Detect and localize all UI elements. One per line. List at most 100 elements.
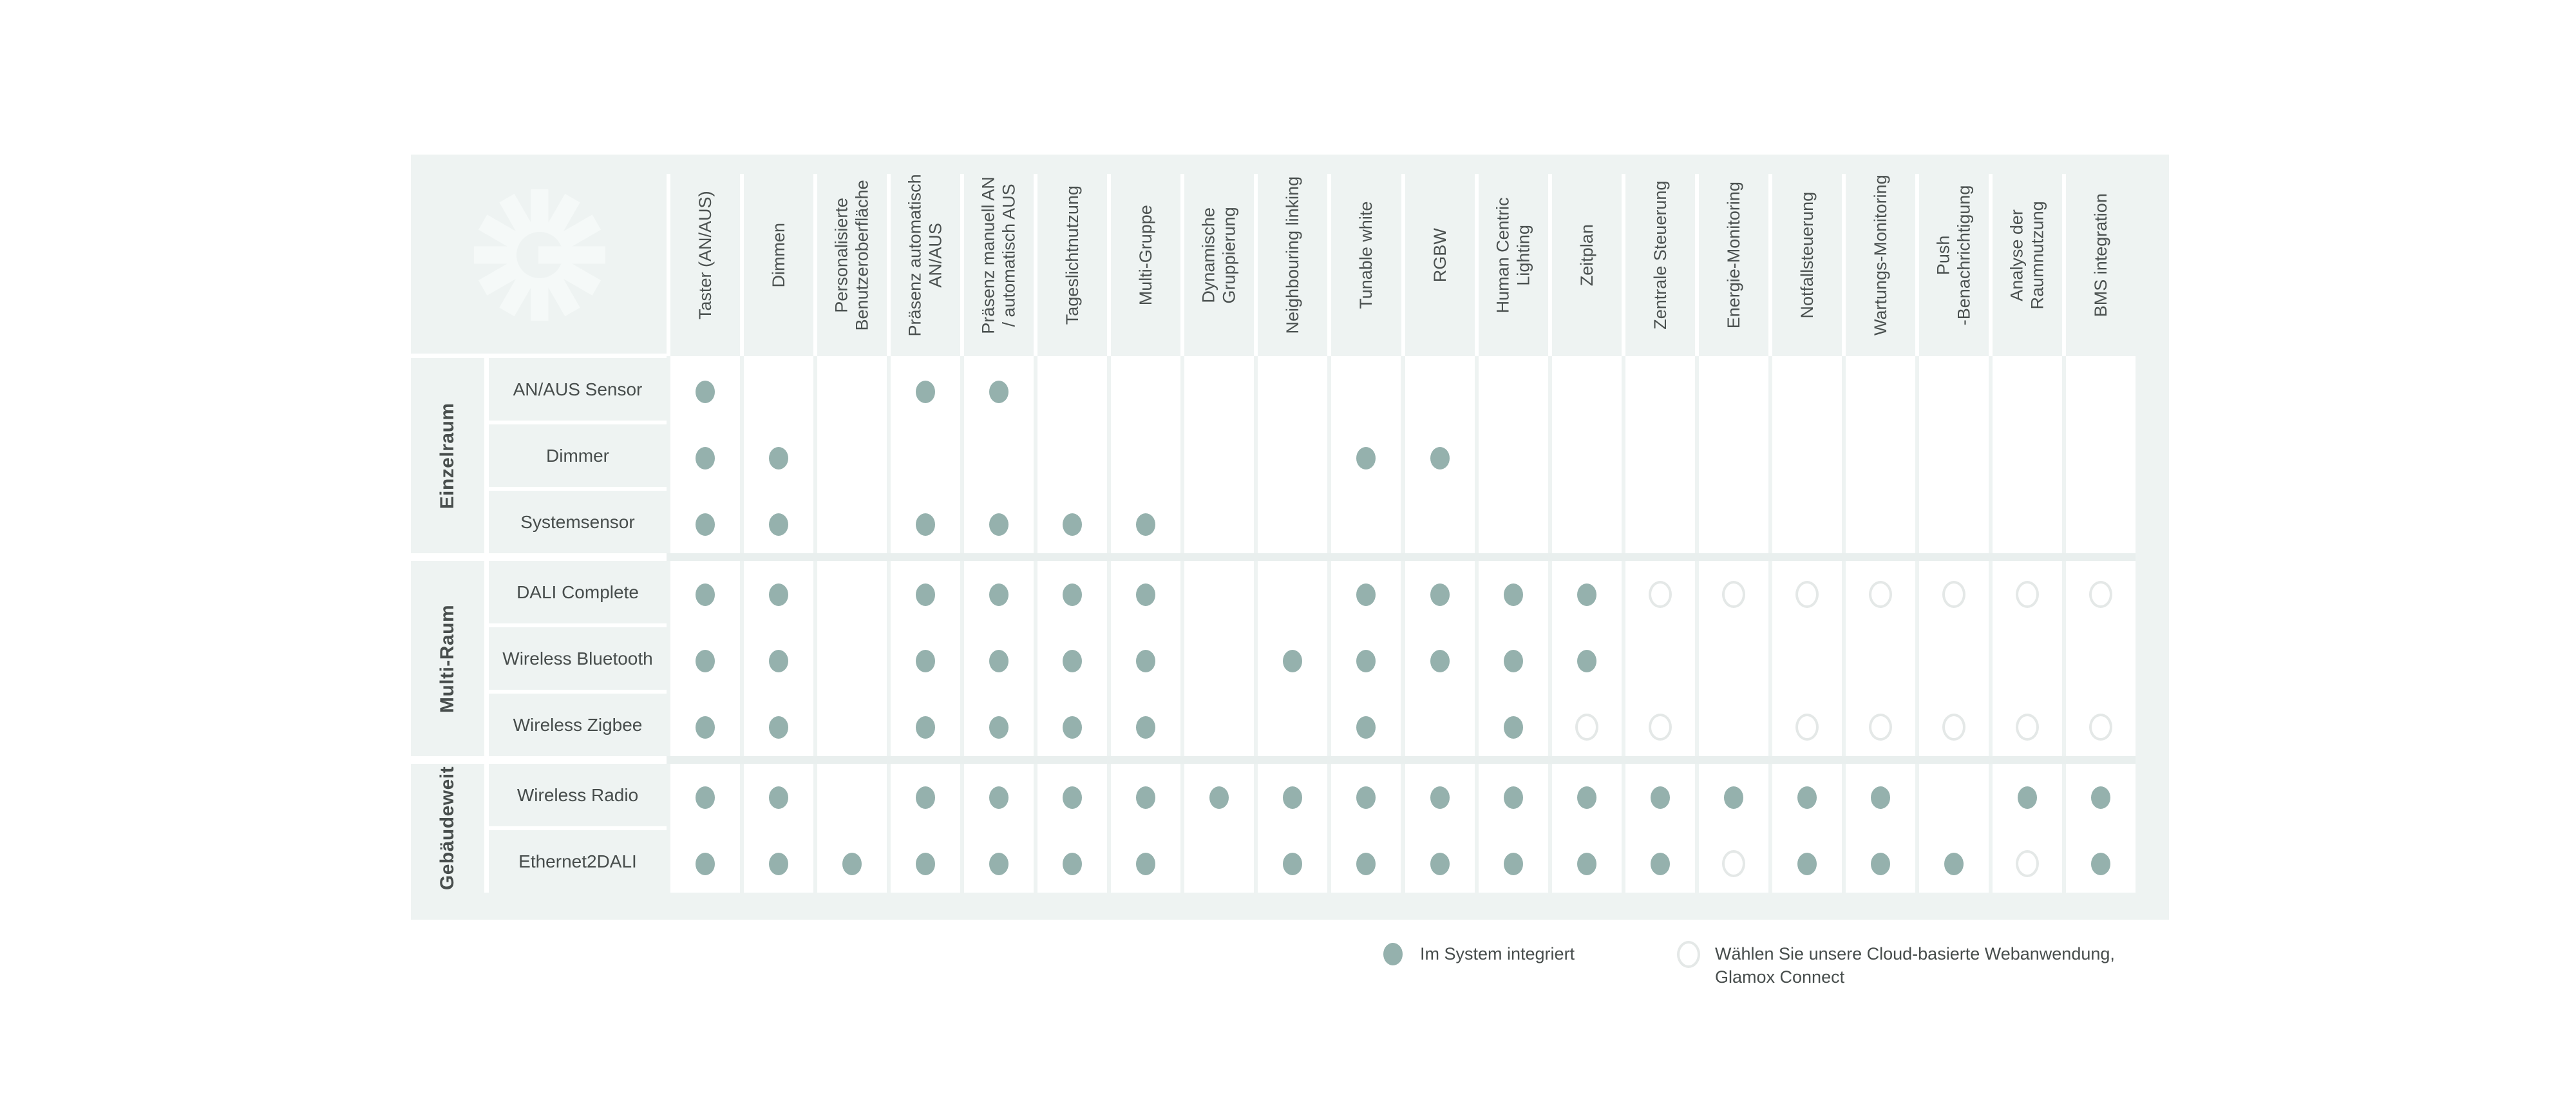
feature-dot-filled	[1430, 583, 1450, 606]
row-gap	[489, 826, 667, 830]
column-header-label: Tunable white	[1356, 201, 1376, 310]
feature-dot-outline	[1942, 714, 1965, 741]
feature-dot-filled	[1283, 649, 1303, 672]
column-divider	[1915, 174, 1919, 356]
feature-dot-filled	[1063, 649, 1083, 672]
feature-dot-filled	[989, 380, 1009, 403]
column-divider	[740, 174, 744, 356]
feature-dot-filled	[1356, 446, 1376, 469]
matrix-column-strip	[1625, 356, 1695, 893]
feature-dot-filled	[1063, 513, 1083, 536]
column-divider	[1254, 174, 1258, 356]
feature-dot-filled	[696, 513, 715, 536]
column-header-label: Zeitplan	[1577, 224, 1596, 287]
feature-dot-filled	[1577, 852, 1596, 875]
feature-dot-filled	[1063, 583, 1083, 606]
column-header-label: Human Centric Lighting	[1493, 197, 1533, 314]
column-header-label: Präsenz automatisch AN/AUS	[905, 174, 946, 337]
feature-dot-filled	[1063, 716, 1083, 739]
feature-dot-filled	[916, 852, 936, 875]
column-divider	[1327, 174, 1332, 356]
matrix-column-strip	[2065, 356, 2136, 893]
feature-dot-outline	[1721, 850, 1745, 877]
feature-dot-filled	[989, 852, 1009, 875]
group-label: Einzelraum	[437, 402, 458, 509]
column-header-label: Analyse der Raumnutzung	[2007, 201, 2047, 310]
matrix-column-strip	[744, 356, 814, 893]
feature-dot-filled	[696, 583, 715, 606]
feature-dot-filled	[842, 852, 862, 875]
feature-dot-filled	[696, 380, 715, 403]
feature-dot-filled	[1723, 786, 1743, 809]
feature-dot-filled	[916, 716, 936, 739]
feature-dot-outline	[2088, 714, 2112, 741]
column-header-label: RGBW	[1430, 228, 1450, 283]
row-gap	[489, 690, 667, 694]
feature-dot-outline	[2088, 581, 2112, 608]
feature-dot-outline	[1721, 581, 1745, 608]
feature-dot-filled	[1503, 786, 1523, 809]
column-divider	[1841, 174, 1846, 356]
matrix-column-strip	[1845, 356, 1915, 893]
column-header: Personalisierte Benutzeroberfläche	[817, 155, 887, 356]
feature-dot-filled	[769, 649, 789, 672]
feature-dot-outline	[2015, 714, 2039, 741]
feature-dot-filled	[1577, 649, 1596, 672]
matrix-column-strip	[1258, 356, 1328, 893]
row-label: Ethernet2DALI	[518, 851, 637, 871]
feature-dot-filled	[1136, 786, 1156, 809]
column-header-label: Dimmen	[768, 223, 788, 288]
feature-dot-filled	[1650, 852, 1670, 875]
feature-dot-outline	[1868, 581, 1892, 608]
glamox-starburst-logo-icon	[474, 189, 605, 321]
feature-dot-filled	[769, 446, 789, 469]
feature-dot-outline	[1795, 714, 1819, 741]
feature-dot-filled	[1503, 583, 1523, 606]
feature-dot-filled	[989, 786, 1009, 809]
feature-dot-filled	[769, 583, 789, 606]
feature-dot-filled	[1650, 786, 1670, 809]
column-header-label: BMS integration	[2090, 193, 2110, 318]
feature-dot-filled	[1577, 583, 1596, 606]
column-header: RGBW	[1405, 155, 1475, 356]
feature-dot-filled	[916, 583, 936, 606]
header-label-gap	[411, 354, 667, 358]
column-divider	[1988, 174, 1993, 356]
feature-dot-filled	[916, 649, 936, 672]
group-label: Gebäudeweit	[437, 766, 458, 891]
column-divider	[1768, 174, 1772, 356]
row-label-cell: Ethernet2DALI	[489, 830, 667, 893]
feature-dot-filled	[916, 380, 936, 403]
feature-dot-filled	[1356, 852, 1376, 875]
column-divider	[1401, 174, 1405, 356]
feature-dot-filled	[1870, 852, 1890, 875]
column-header: BMS integration	[2066, 155, 2136, 356]
column-header: Human Centric Lighting	[1479, 155, 1548, 356]
feature-dot-filled	[1503, 649, 1523, 672]
feature-dot-filled	[1063, 852, 1083, 875]
feature-dot-filled	[1063, 786, 1083, 809]
column-header-label: Neighbouring linking	[1283, 176, 1303, 334]
feature-dot-filled	[1283, 786, 1303, 809]
row-gap	[489, 623, 667, 627]
group-row-gap	[411, 553, 667, 561]
feature-dot-filled	[1430, 649, 1450, 672]
matrix-column-strip	[1698, 356, 1768, 893]
matrix-column-strip	[964, 356, 1034, 893]
column-header: Tageslichtnutzung	[1037, 155, 1107, 356]
column-divider	[887, 174, 891, 356]
feature-dot-filled	[1503, 852, 1523, 875]
row-label: Dimmer	[546, 445, 609, 466]
group-row-gap	[411, 756, 667, 764]
row-label: Systemsensor	[520, 511, 635, 532]
column-header-label: Zentrale Steuerung	[1650, 180, 1670, 330]
feature-dot-filled	[1136, 852, 1156, 875]
feature-dot-outline	[2015, 581, 2039, 608]
column-header-label: Dynamische Gruppierung	[1198, 207, 1240, 304]
feature-dot-filled	[696, 852, 715, 875]
column-header-label: Taster (AN/AUS)	[695, 191, 715, 320]
column-header: Taster (AN/AUS)	[670, 155, 740, 356]
feature-dot-filled	[696, 716, 715, 739]
column-divider	[960, 174, 965, 356]
